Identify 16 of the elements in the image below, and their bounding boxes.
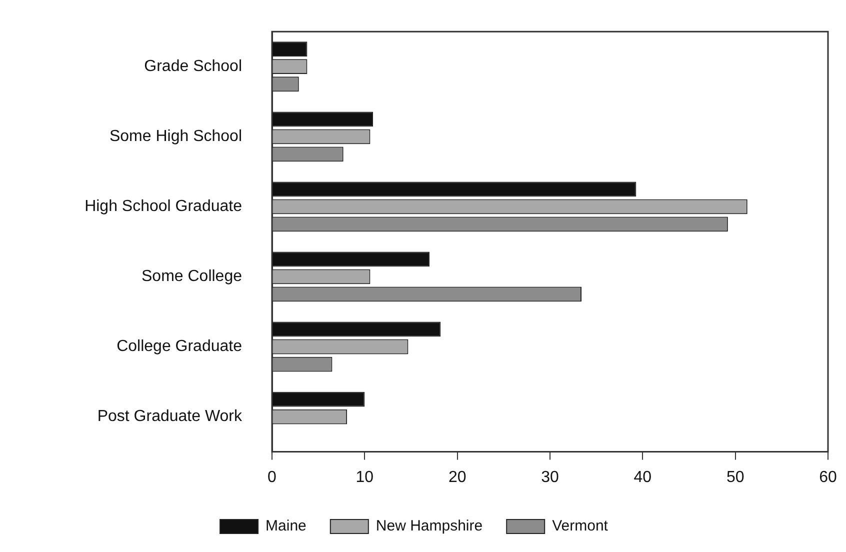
y-tick-label: Some High School: [109, 128, 242, 146]
legend-label: New Hampshire: [376, 518, 483, 535]
x-tick-label: 10: [356, 468, 374, 486]
x-tick-label: 0: [268, 468, 277, 486]
x-tick-label: 20: [448, 468, 466, 486]
legend-label: Maine: [266, 518, 306, 535]
x-tick-label: 40: [634, 468, 652, 486]
legend-label: Vermont: [552, 518, 609, 535]
y-tick-label: Grade School: [144, 58, 242, 76]
y-tick-label: Post Graduate Work: [97, 408, 243, 426]
y-tick-label: High School Graduate: [84, 198, 242, 216]
x-tick-label: 30: [541, 468, 559, 486]
y-tick-label: Some College: [142, 268, 242, 286]
x-tick-label: 60: [819, 468, 837, 486]
y-tick-label: College Graduate: [116, 338, 242, 356]
x-tick-label: 50: [726, 468, 744, 486]
